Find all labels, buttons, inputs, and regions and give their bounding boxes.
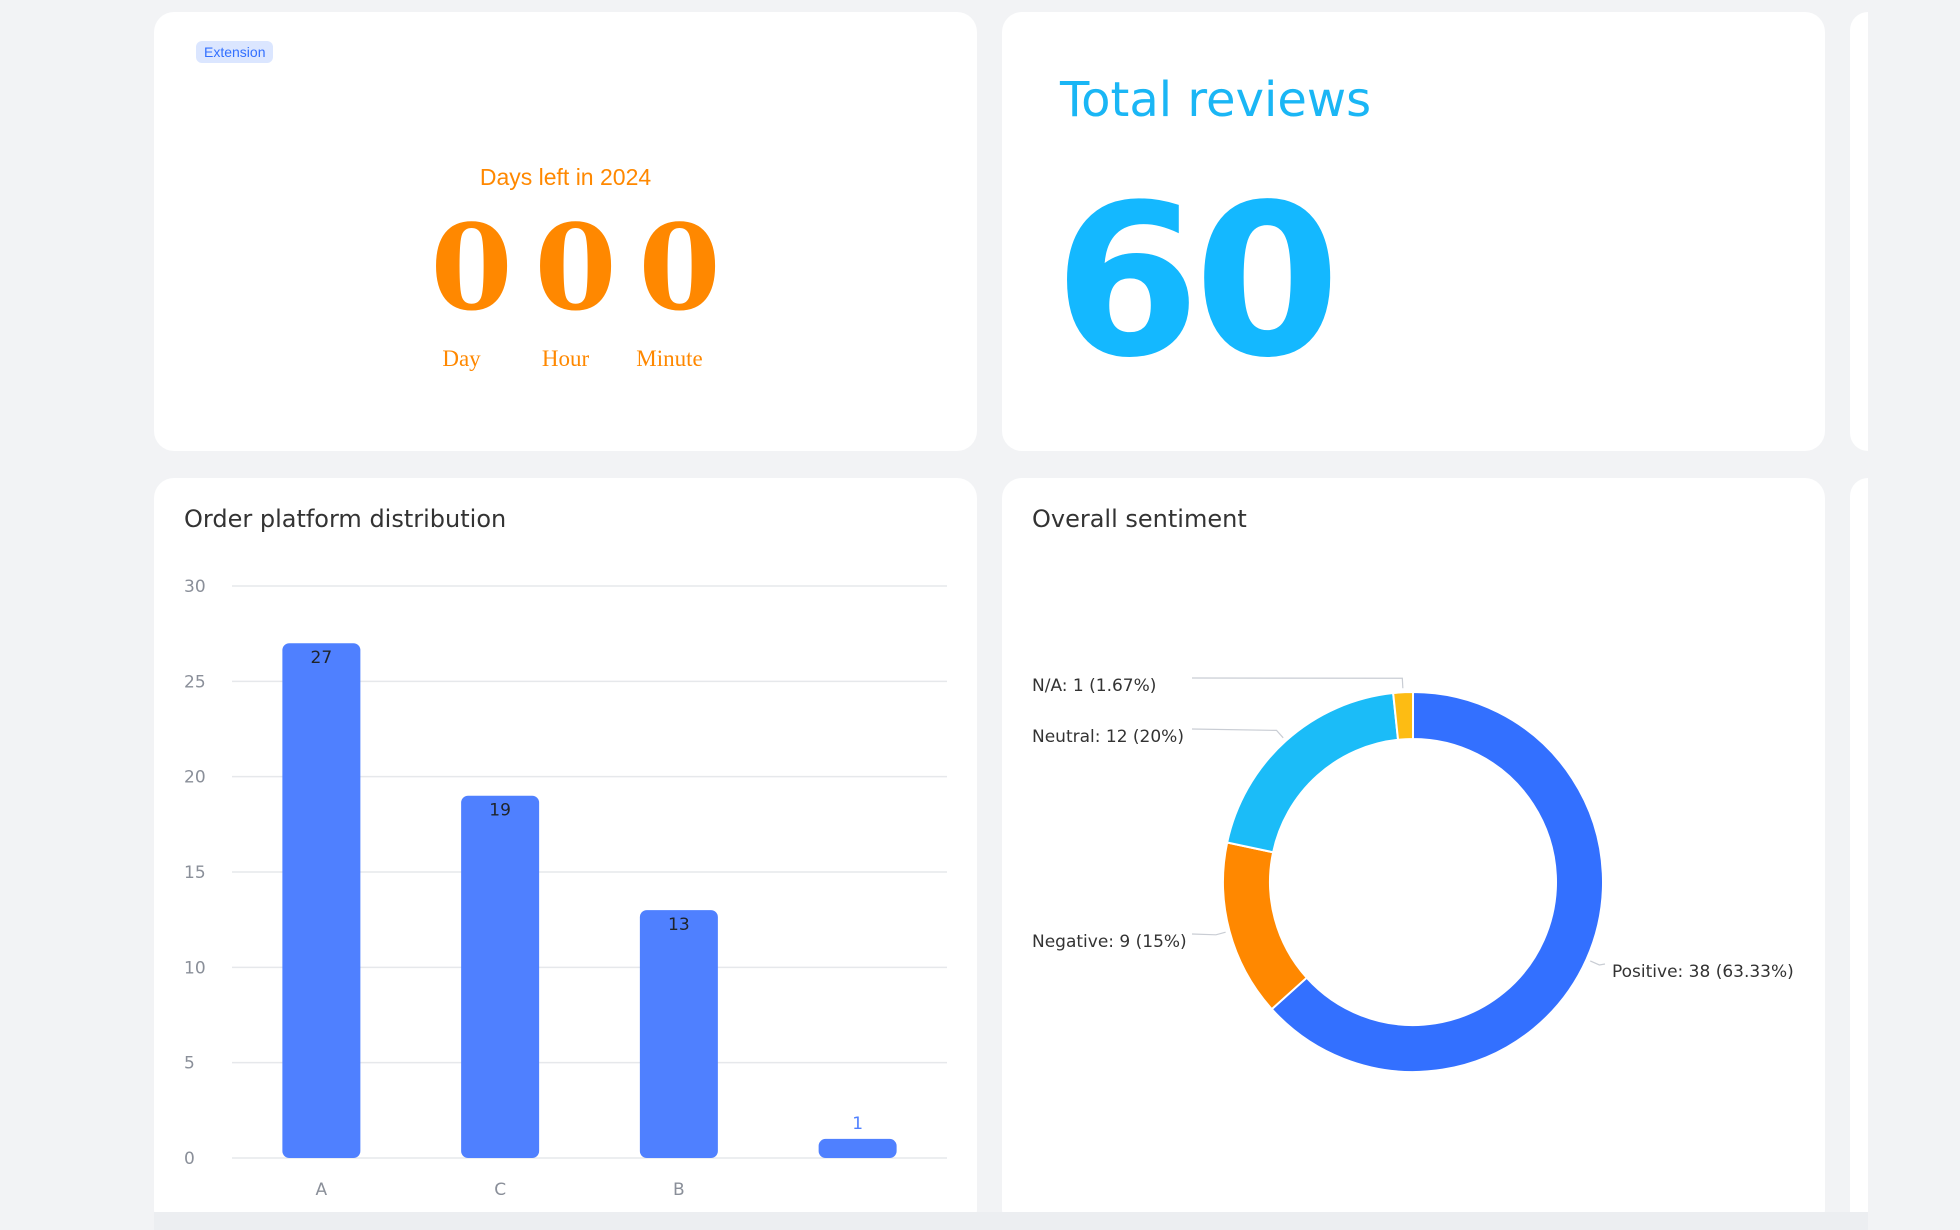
x-tick-label: B [673, 1180, 685, 1200]
countdown-hour: 0 Hour [534, 198, 617, 372]
hour-label: Hour [541, 346, 590, 371]
slice-label: Neutral: 12 (20%) [1032, 727, 1184, 747]
scroll-shadow [154, 1212, 1868, 1230]
total-reviews-title: Total reviews [1060, 72, 1372, 128]
x-tick-label: C [494, 1180, 506, 1200]
donut-slice[interactable] [1392, 690, 1414, 741]
label-leader-line [1191, 677, 1404, 689]
sentiment-donut-chart: Positive: 38 (63.33%) Negative: 9 (15%) Ne… [1032, 676, 1794, 1073]
label-leader-line [1191, 728, 1284, 739]
total-reviews-value: 60 [1054, 159, 1340, 404]
y-tick-label: 30 [184, 577, 206, 597]
platform-bar-chart: 0 5 10 15 20 25 30 27 A 19 C 13 B 1 [184, 577, 947, 1200]
countdown-day: 0 Day [430, 198, 513, 372]
label-leader-line [1589, 960, 1606, 966]
minute-value: 0 [638, 198, 721, 337]
bar[interactable] [461, 795, 540, 1158]
total-reviews-card: Total reviews 60 [1002, 12, 1825, 451]
countdown-card: Extension Days left in 2024 0 Day 0 Hour… [154, 12, 977, 451]
day-value: 0 [430, 198, 513, 337]
bar[interactable] [818, 1138, 897, 1158]
y-tick-label: 15 [184, 863, 206, 883]
sentiment-chart-title: Overall sentiment [1032, 505, 1247, 533]
countdown-digits: 0 Day 0 Hour 0 Minute [154, 208, 977, 372]
countdown-title: Days left in 2024 [479, 164, 652, 190]
slice-label: N/A: 1 (1.67%) [1032, 676, 1156, 696]
y-tick-label: 20 [184, 768, 206, 788]
label-leader-line [1191, 931, 1226, 936]
y-tick-label: 25 [184, 672, 206, 692]
y-tick-label: 10 [184, 958, 206, 978]
platform-distribution-card: Order platform distribution 0 5 10 15 20 25 30… [154, 478, 977, 1230]
platform-chart-title: Order platform distribution [184, 505, 507, 533]
bar-value-label: 19 [489, 801, 511, 821]
bar[interactable] [282, 643, 361, 1158]
donut-slice[interactable] [1270, 690, 1604, 1073]
slice-label: Negative: 9 (15%) [1032, 932, 1187, 952]
next-card-edge-bottom [1850, 478, 1868, 1230]
y-tick-label: 0 [184, 1149, 195, 1169]
hour-value: 0 [534, 198, 617, 337]
slice-label: Positive: 38 (63.33%) [1612, 962, 1794, 982]
donut-slice[interactable] [1222, 841, 1309, 1011]
donut-slice[interactable] [1225, 691, 1400, 854]
countdown-minute: 0 Minute [636, 198, 721, 372]
x-tick-label: A [316, 1180, 328, 1200]
bar-value-label: 1 [852, 1114, 863, 1134]
y-tick-label: 5 [184, 1054, 195, 1074]
day-label: Day [442, 346, 481, 371]
bar-value-label: 13 [668, 915, 690, 935]
extension-badge: Extension [196, 41, 274, 63]
overall-sentiment-card: Overall sentiment Positive: 38 (63.33%) N… [1002, 478, 1825, 1230]
bar[interactable] [639, 910, 718, 1158]
next-card-edge-top [1850, 12, 1868, 451]
minute-label: Minute [636, 346, 703, 371]
bar-value-label: 27 [311, 648, 333, 668]
